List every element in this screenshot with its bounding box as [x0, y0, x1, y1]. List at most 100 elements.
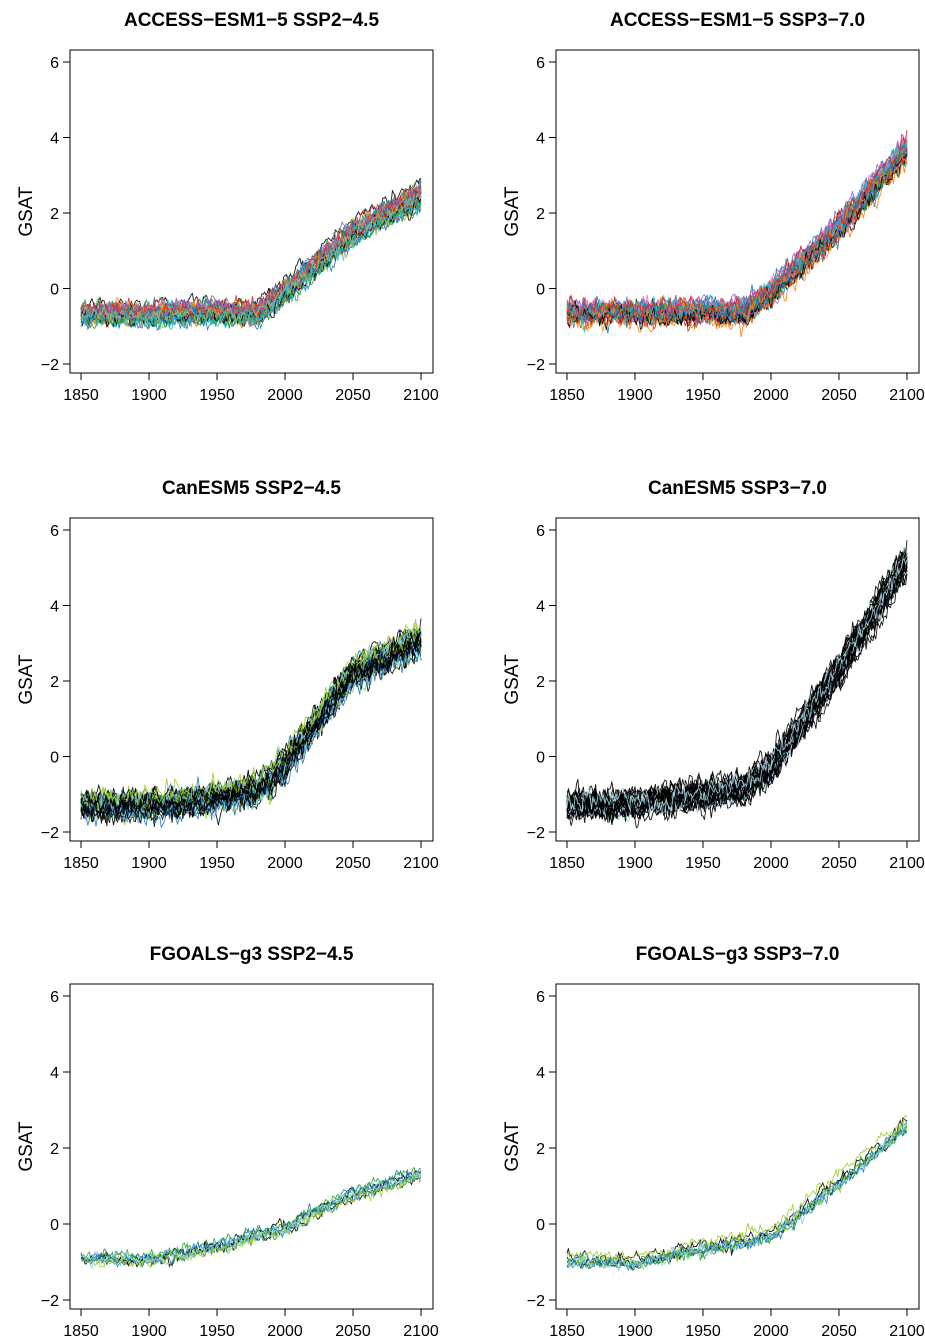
x-tick-label: 1900 [617, 1323, 653, 1336]
ensemble-lines [80, 1166, 422, 1270]
ensemble-member-line [566, 553, 908, 814]
ensemble-member-line [80, 1173, 422, 1267]
y-tick-label: 2 [50, 1141, 59, 1158]
ensemble-member-line [566, 150, 908, 328]
ensemble-member-line [566, 1124, 908, 1272]
y-tick-label: 2 [536, 674, 545, 691]
x-tick-label: 2000 [267, 855, 303, 872]
panel-title: ACCESS−ESM1−5 SSP3−7.0 [610, 10, 865, 31]
x-tick-label: 2050 [335, 855, 371, 872]
x-tick-label: 1950 [685, 1323, 721, 1336]
ensemble-member-line [80, 1167, 422, 1264]
ensemble-member-line [80, 632, 422, 825]
ensemble-member-line [80, 1171, 422, 1265]
ensemble-member-line [80, 193, 422, 325]
y-axis-label: GSAT [502, 654, 523, 705]
y-tick-label: 6 [50, 55, 59, 72]
x-tick-label: 2050 [335, 387, 371, 404]
chart-panel-3: CanESM5 SSP2−4.5 GSAT 1850 1900 1950 2000 2050… [16, 478, 439, 872]
ensemble-member-line [566, 144, 908, 324]
ensemble-member-line [80, 180, 422, 322]
x-tick-label: 1900 [131, 1323, 167, 1336]
ensemble-member-line [566, 160, 908, 337]
x-tick-label: 2100 [403, 855, 439, 872]
ensemble-member-line [566, 559, 908, 829]
x-tick-label: 2100 [889, 387, 925, 404]
ensemble-member-line [566, 556, 908, 817]
x-tick-label: 2100 [889, 1323, 925, 1336]
ensemble-member-line [566, 140, 908, 324]
x-tick-label: 2000 [753, 387, 789, 404]
plot-frame [555, 49, 920, 374]
y-tick-label: −2 [41, 1293, 59, 1310]
plot-frame [69, 49, 434, 374]
y-tick-label: 6 [536, 989, 545, 1006]
ensemble-lines [80, 177, 422, 332]
y-axis-label: GSAT [16, 186, 37, 237]
ensemble-member-line [80, 177, 422, 314]
y-tick-label: 0 [536, 750, 545, 767]
ensemble-member-line [566, 555, 908, 817]
y-tick-label: 0 [50, 282, 59, 299]
ensemble-member-line [566, 551, 908, 814]
y-tick-label: 2 [536, 1141, 545, 1158]
y-tick-label: 2 [50, 674, 59, 691]
ensemble-lines [566, 540, 908, 829]
y-axis-label: GSAT [16, 1121, 37, 1172]
y-tick-label: −2 [527, 825, 545, 842]
y-tick-label: 6 [50, 523, 59, 540]
ensemble-member-line [566, 559, 908, 818]
x-tick-label: 2100 [403, 387, 439, 404]
ensemble-member-line [566, 556, 908, 818]
ensemble-member-line [566, 146, 908, 323]
x-tick-label: 2100 [403, 1323, 439, 1336]
y-tick-label: −2 [41, 357, 59, 374]
y-tick-label: 2 [50, 206, 59, 223]
x-tick-label: 1950 [199, 387, 235, 404]
ensemble-member-line [566, 558, 908, 819]
plot-frame [69, 517, 434, 842]
y-axis-label: GSAT [502, 186, 523, 237]
ensemble-member-line [566, 560, 908, 814]
y-tick-label: 4 [50, 599, 59, 616]
ensemble-lines [80, 618, 422, 829]
plot-frame [555, 983, 920, 1310]
ensemble-member-line [566, 558, 908, 813]
x-tick-label: 1900 [617, 855, 653, 872]
ensemble-member-line [566, 555, 908, 817]
ensemble-lines [566, 1114, 908, 1272]
y-tick-label: 4 [536, 1065, 545, 1082]
y-tick-label: 0 [536, 1217, 545, 1234]
x-tick-label: 2100 [889, 855, 925, 872]
ensemble-member-line [566, 558, 908, 816]
x-tick-label: 1950 [199, 1323, 235, 1336]
ensemble-member-line [566, 138, 908, 319]
ensemble-member-line [566, 557, 908, 819]
ensemble-member-line [566, 138, 908, 321]
y-tick-label: −2 [41, 825, 59, 842]
panel-title: ACCESS−ESM1−5 SSP2−4.5 [124, 10, 379, 31]
y-tick-label: −2 [527, 1293, 545, 1310]
x-tick-label: 1850 [549, 855, 585, 872]
ensemble-member-line [566, 559, 908, 818]
ensemble-member-line [80, 181, 422, 319]
x-tick-label: 1850 [63, 387, 99, 404]
x-tick-label: 2050 [821, 1323, 857, 1336]
chart-panel-4: CanESM5 SSP3−7.0 GSAT 1850 1900 1950 2000 2050… [502, 478, 925, 872]
ensemble-member-line [566, 135, 908, 321]
ensemble-member-line [566, 141, 908, 320]
x-tick-label: 1900 [131, 387, 167, 404]
ensemble-member-line [566, 563, 908, 818]
panel-title: CanESM5 SSP3−7.0 [648, 478, 827, 499]
ensemble-member-line [566, 557, 908, 817]
ensemble-member-line [80, 1166, 422, 1263]
ensemble-member-line [80, 1169, 422, 1266]
ensemble-member-line [566, 141, 908, 319]
ensemble-member-line [566, 558, 908, 817]
y-tick-label: 6 [536, 523, 545, 540]
